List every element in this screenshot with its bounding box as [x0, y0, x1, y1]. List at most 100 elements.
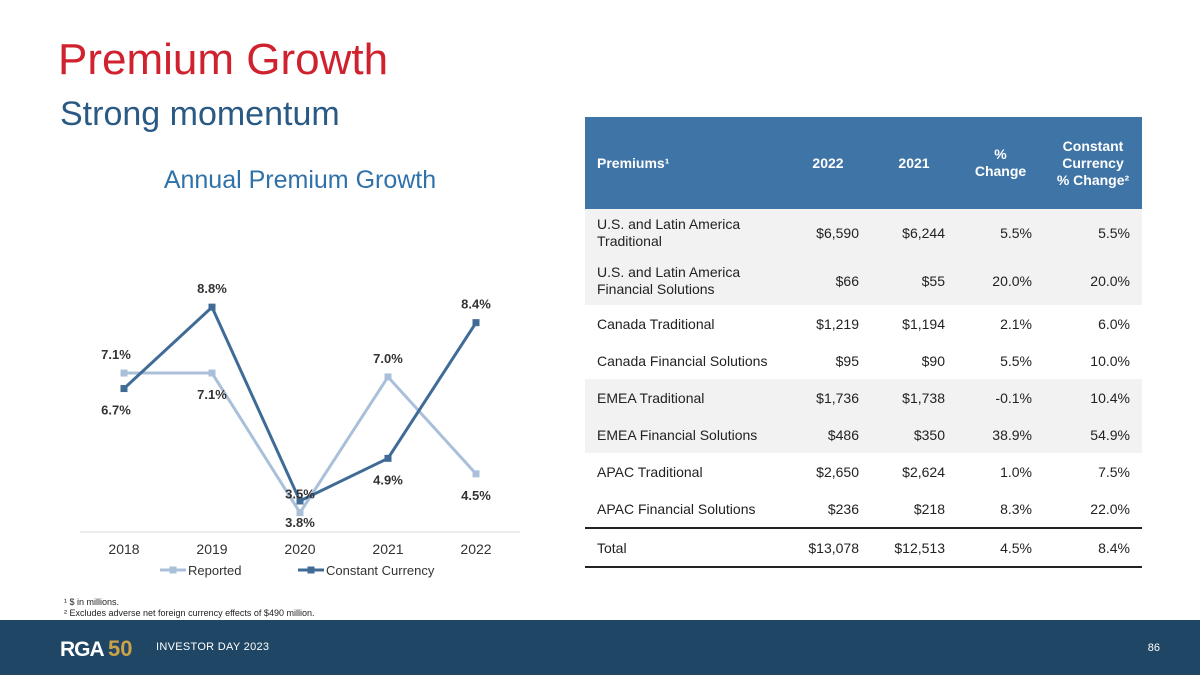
- data-label: 3.8%: [285, 515, 315, 530]
- table-cell: $90: [921, 352, 945, 369]
- table-row: EMEA Financial Solutions $486 $350 38.9%…: [585, 416, 1142, 453]
- page-number: 86: [1147, 642, 1160, 654]
- data-label: 8.8%: [197, 281, 227, 296]
- table-cell: U.S. and Latin America Financial Solutio…: [585, 257, 785, 305]
- table-cell: 22.0%: [1090, 500, 1130, 517]
- series-line-1: [122, 304, 478, 504]
- table-cell: 4.5%: [957, 527, 1044, 568]
- legend-marker: [307, 566, 315, 574]
- data-label: 4.9%: [373, 472, 403, 487]
- data-label: 6.7%: [101, 403, 131, 418]
- table-cell: $12,513: [871, 527, 957, 568]
- data-point: [208, 303, 216, 311]
- slide-title: Premium Growth: [58, 35, 389, 84]
- table-header-row: Premiums¹ 2022 2021 % Change Constant Cu…: [585, 117, 1142, 209]
- table-cell: $1,219: [816, 315, 859, 332]
- legend-label: Reported: [188, 563, 241, 578]
- data-label: 7.1%: [101, 347, 131, 362]
- x-tick-label: 2018: [108, 541, 139, 557]
- table-cell: APAC Financial Solutions: [597, 500, 756, 517]
- table-cell: 2.1%: [1000, 315, 1032, 332]
- table-cell: $66: [785, 257, 871, 305]
- table-cell: $236: [827, 500, 859, 517]
- table-cell: 1.0%: [1000, 463, 1032, 480]
- data-label: 8.4%: [461, 297, 491, 312]
- table-cell: 5.5%: [957, 209, 1044, 257]
- footnotes: ¹ $ in millions. ² Excludes adverse net …: [64, 597, 314, 619]
- table-cell: Canada Traditional: [597, 315, 715, 332]
- data-point: [472, 319, 480, 327]
- table-cell: $218: [913, 500, 945, 517]
- table-row: APAC Financial Solutions $236 $218 8.3% …: [585, 490, 1142, 528]
- event-name: INVESTOR DAY 2023: [156, 641, 270, 653]
- data-point: [472, 470, 480, 478]
- table-cell: 54.9%: [1044, 416, 1142, 453]
- logo-50-text: 50: [108, 636, 132, 660]
- data-point: [384, 454, 392, 462]
- data-label: 4.5%: [461, 488, 491, 503]
- premium-growth-chart: 2018 2019 2020 2021 2022 7.1% 7.1% 3.5% 7.0% 4.5%…: [80, 281, 520, 578]
- table-cell: $2,624: [902, 463, 945, 480]
- footnote-2: ² Excludes adverse net foreign currency …: [64, 608, 315, 618]
- header-premiums: Premiums¹: [585, 117, 785, 209]
- footnote-1: ¹ $ in millions.: [64, 597, 120, 607]
- table-cell: 20.0%: [957, 257, 1044, 305]
- table-cell: $1,194: [902, 315, 945, 332]
- x-tick-label: 2020: [284, 541, 315, 557]
- data-point: [296, 497, 304, 505]
- header-2021: 2021: [871, 117, 957, 209]
- x-tick-label: 2021: [372, 541, 403, 557]
- slide-subtitle: Strong momentum: [60, 95, 340, 133]
- data-label: 7.0%: [373, 351, 403, 366]
- table-cell: Total: [585, 527, 785, 568]
- table-cell: $1,738: [871, 379, 957, 416]
- table-cell: $1,736: [785, 379, 871, 416]
- table-row: APAC Traditional $2,650 $2,624 1.0% 7.5%: [585, 453, 1142, 490]
- table-cell: Canada Financial Solutions: [597, 352, 768, 369]
- table-cell: 7.5%: [1098, 463, 1130, 480]
- rga-50-logo: RGA 50: [60, 636, 132, 660]
- table-cell: $95: [835, 352, 859, 369]
- data-point: [208, 369, 216, 377]
- table-cell: $486: [785, 416, 871, 453]
- x-tick-label: 2022: [460, 541, 491, 557]
- data-label: 7.1%: [197, 387, 227, 402]
- table-cell: $6,244: [871, 209, 957, 257]
- table-cell: $13,078: [785, 527, 871, 568]
- table-cell: $2,650: [816, 463, 859, 480]
- table-cell: EMEA Financial Solutions: [585, 416, 785, 453]
- table-cell: 5.5%: [1044, 209, 1142, 257]
- logo-rga-text: RGA: [60, 638, 105, 660]
- data-point: [120, 369, 128, 377]
- table-row: Canada Financial Solutions $95 $90 5.5% …: [585, 342, 1142, 379]
- table-cell: 6.0%: [1098, 315, 1130, 332]
- table-cell: 10.4%: [1044, 379, 1142, 416]
- table-cell: 38.9%: [957, 416, 1044, 453]
- premiums-table-container: Premiums¹ 2022 2021 % Change Constant Cu…: [585, 117, 1142, 568]
- data-point: [120, 385, 128, 393]
- table-cell: EMEA Traditional: [585, 379, 785, 416]
- x-tick-label: 2019: [196, 541, 227, 557]
- chart-title: Annual Premium Growth: [163, 166, 437, 194]
- table-row: EMEA Traditional $1,736 $1,738 -0.1% 10.…: [585, 379, 1142, 416]
- header-cc-pct-change: Constant Currency % Change²: [1044, 117, 1142, 209]
- table-cell: 8.3%: [1000, 500, 1032, 517]
- data-point: [384, 373, 392, 381]
- table-row: U.S. and Latin America Traditional $6,59…: [585, 209, 1142, 257]
- table-total-row: Total $13,078 $12,513 4.5% 8.4%: [585, 527, 1142, 568]
- table-cell: $55: [871, 257, 957, 305]
- legend-label: Constant Currency: [326, 563, 435, 578]
- header-pct-change: % Change: [957, 117, 1044, 209]
- table-cell: 5.5%: [1000, 352, 1032, 369]
- table-cell: $6,590: [785, 209, 871, 257]
- data-label: 3.5%: [285, 487, 315, 502]
- table-cell: -0.1%: [957, 379, 1044, 416]
- table-cell: $350: [871, 416, 957, 453]
- legend-marker: [169, 566, 177, 574]
- table-row: Canada Traditional $1,219 $1,194 2.1% 6.…: [585, 305, 1142, 342]
- header-2022: 2022: [785, 117, 871, 209]
- table-row: U.S. and Latin America Financial Solutio…: [585, 257, 1142, 305]
- table-cell: U.S. and Latin America Traditional: [585, 209, 785, 257]
- footer-bar: RGA 50 INVESTOR DAY 2023 86: [0, 620, 1200, 675]
- table-cell: 10.0%: [1090, 352, 1130, 369]
